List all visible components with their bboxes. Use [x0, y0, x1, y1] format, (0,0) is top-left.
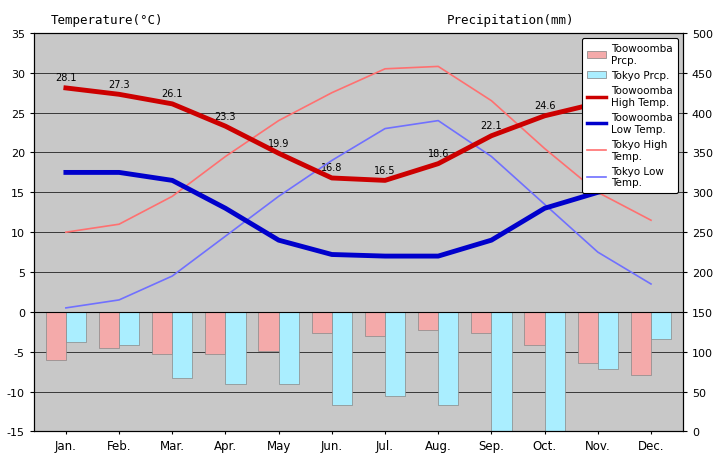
Text: 28.1: 28.1: [55, 73, 76, 83]
Bar: [471, 312, 492, 333]
Bar: [385, 312, 405, 396]
Bar: [225, 312, 246, 384]
Bar: [279, 312, 299, 384]
Text: 16.5: 16.5: [374, 165, 396, 175]
Text: 26.2: 26.2: [587, 88, 608, 98]
Bar: [544, 312, 564, 431]
Bar: [438, 312, 459, 405]
Bar: [172, 312, 192, 378]
Text: 24.6: 24.6: [534, 101, 555, 111]
Bar: [312, 312, 332, 333]
Text: 27.5: 27.5: [640, 78, 662, 88]
Bar: [577, 312, 598, 363]
Bar: [119, 312, 139, 345]
Bar: [45, 312, 66, 360]
Text: Temperature(°C): Temperature(°C): [50, 14, 163, 27]
Text: 23.3: 23.3: [215, 112, 236, 121]
Text: 22.1: 22.1: [481, 121, 503, 131]
Bar: [99, 312, 119, 348]
Text: 18.6: 18.6: [428, 149, 449, 159]
Bar: [418, 312, 438, 330]
Text: 27.3: 27.3: [108, 79, 130, 90]
Text: Precipitation(mm): Precipitation(mm): [446, 14, 574, 27]
Bar: [258, 312, 279, 351]
Text: 26.1: 26.1: [161, 89, 183, 99]
Bar: [598, 312, 618, 369]
Bar: [365, 312, 385, 336]
Bar: [651, 312, 671, 339]
Legend: Toowoomba
Prcp., Tokyo Prcp., Toowoomba
High Temp., Toowoomba
Low Temp., Tokyo H: Toowoomba Prcp., Tokyo Prcp., Toowoomba …: [582, 39, 678, 193]
Text: 16.8: 16.8: [321, 163, 343, 173]
Bar: [524, 312, 544, 345]
Bar: [205, 312, 225, 354]
Bar: [66, 312, 86, 342]
Text: 19.9: 19.9: [268, 139, 289, 148]
Bar: [492, 312, 512, 449]
Bar: [332, 312, 352, 405]
Bar: [631, 312, 651, 375]
Bar: [152, 312, 172, 354]
